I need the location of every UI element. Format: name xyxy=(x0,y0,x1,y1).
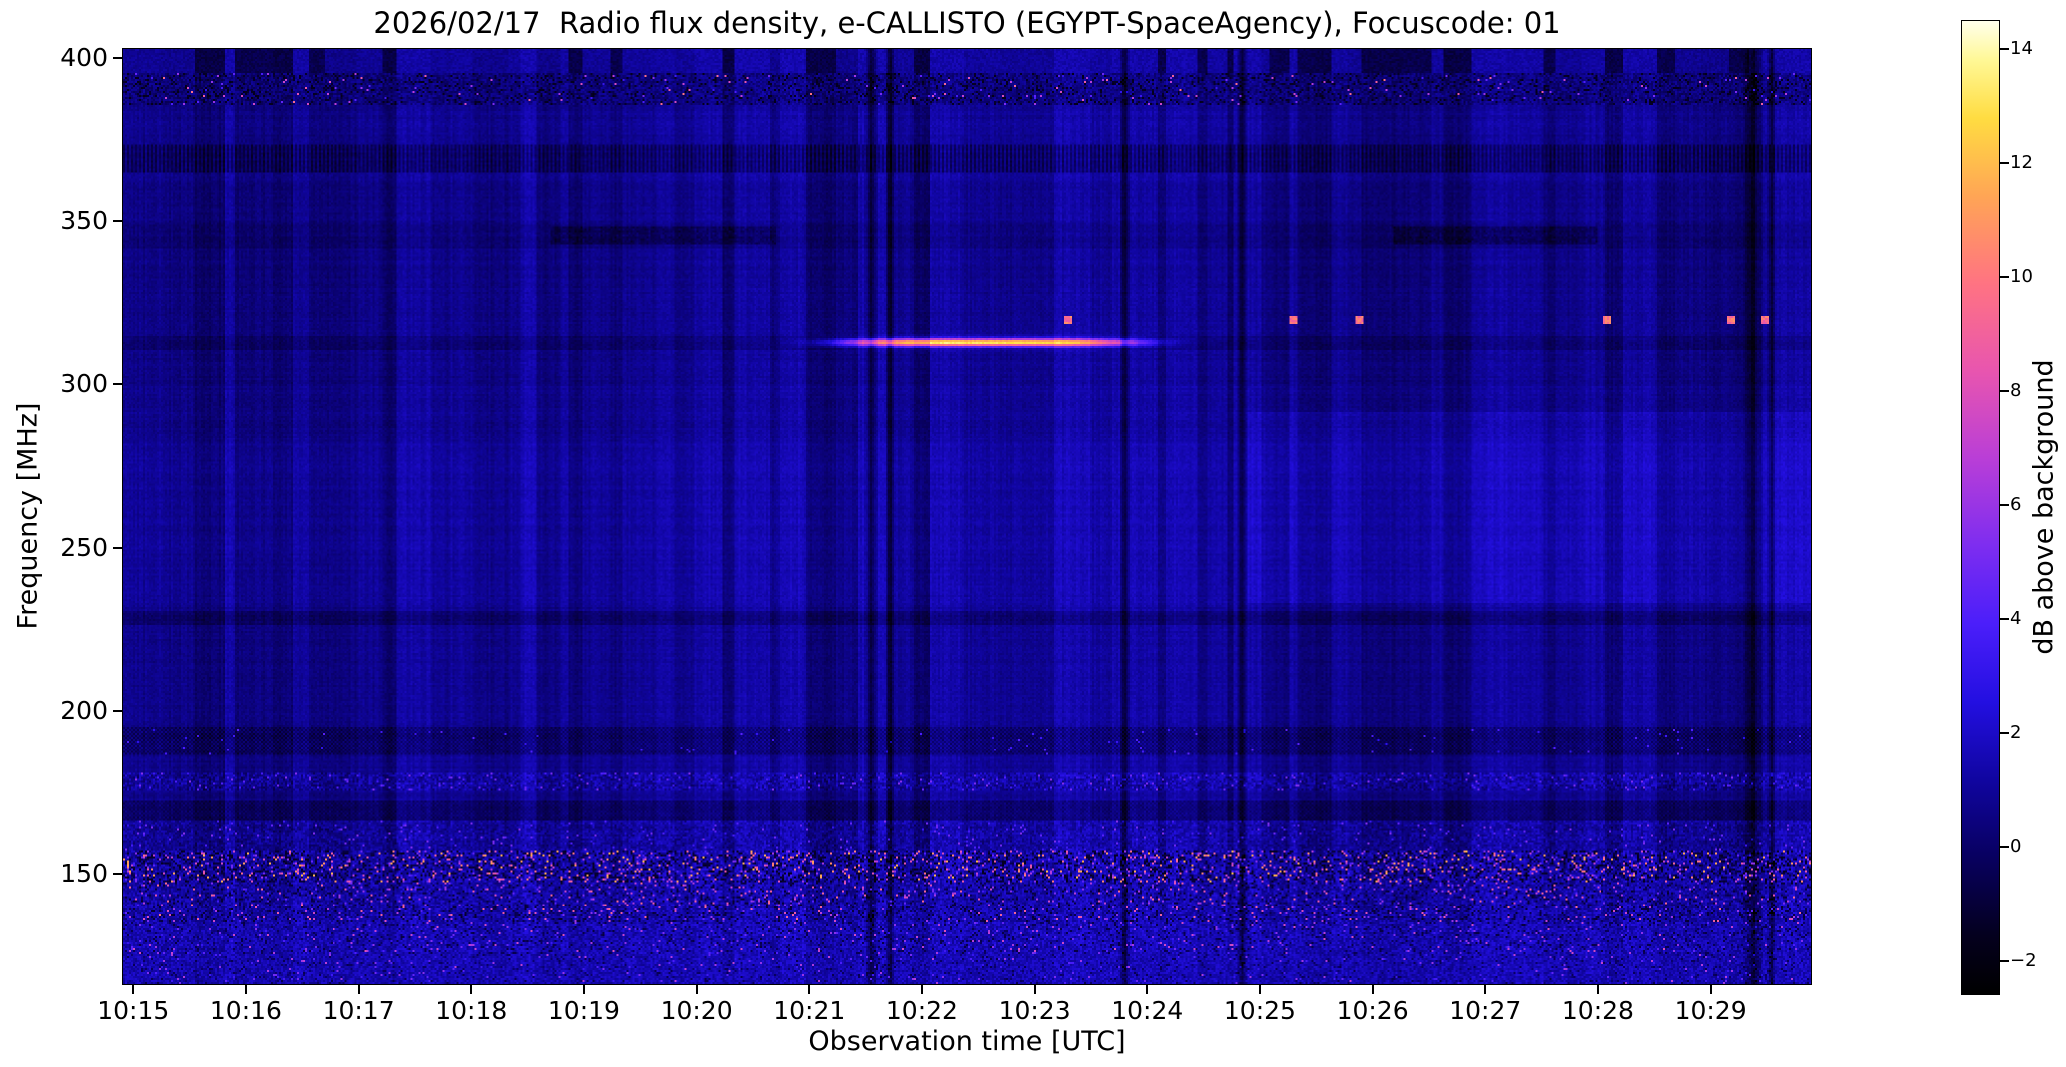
x-tick-mark xyxy=(1596,985,1599,994)
x-tick-mark xyxy=(1709,985,1712,994)
y-tick-mark xyxy=(113,872,122,875)
colorbar-tick-mark xyxy=(2000,503,2009,506)
x-tick-mark xyxy=(808,985,811,994)
y-tick-mark xyxy=(113,546,122,549)
y-tick-mark xyxy=(113,709,122,712)
x-tick-label: 10:23 xyxy=(998,996,1071,1025)
colorbar-tick-label: 6 xyxy=(2010,493,2022,515)
colorbar-tick-mark xyxy=(2000,47,2009,50)
colorbar-tick-label: 0 xyxy=(2010,835,2022,857)
x-tick-mark xyxy=(1258,985,1261,994)
y-tick-label: 350 xyxy=(60,206,108,236)
x-tick-label: 10:24 xyxy=(1111,996,1184,1025)
x-tick-label: 10:16 xyxy=(209,996,282,1025)
colorbar xyxy=(1961,20,2000,995)
colorbar-gradient xyxy=(1962,21,1999,994)
colorbar-tick-mark xyxy=(2000,845,2009,848)
colorbar-tick-label: 4 xyxy=(2010,607,2022,629)
colorbar-tick-label: 12 xyxy=(2010,151,2033,173)
spectrogram-canvas xyxy=(123,49,1811,984)
colorbar-tick-mark xyxy=(2000,959,2009,962)
x-tick-label: 10:21 xyxy=(773,996,846,1025)
colorbar-tick-label: −2 xyxy=(2010,949,2037,971)
colorbar-tick-mark xyxy=(2000,161,2009,164)
colorbar-tick-label: 8 xyxy=(2010,379,2022,401)
y-tick-label: 150 xyxy=(60,858,108,888)
x-tick-mark xyxy=(1146,985,1149,994)
colorbar-tick-mark xyxy=(2000,731,2009,734)
x-tick-mark xyxy=(357,985,360,994)
x-tick-label: 10:19 xyxy=(547,996,620,1025)
x-tick-label: 10:28 xyxy=(1561,996,1634,1025)
x-tick-mark xyxy=(582,985,585,994)
colorbar-tick-mark xyxy=(2000,389,2009,392)
x-tick-label: 10:17 xyxy=(322,996,395,1025)
x-tick-mark xyxy=(470,985,473,994)
colorbar-tick-label: 14 xyxy=(2010,37,2033,59)
colorbar-tick-label: 10 xyxy=(2010,265,2033,287)
y-tick-mark xyxy=(113,220,122,223)
y-tick-mark xyxy=(113,383,122,386)
colorbar-tick-mark xyxy=(2000,617,2009,620)
colorbar-tick-label: 2 xyxy=(2010,721,2022,743)
y-axis-label: Frequency [MHz] xyxy=(12,402,44,630)
x-tick-label: 10:18 xyxy=(435,996,508,1025)
y-tick-label: 300 xyxy=(60,369,108,399)
x-tick-mark xyxy=(695,985,698,994)
x-tick-label: 10:29 xyxy=(1674,996,1747,1025)
y-tick-label: 400 xyxy=(60,42,108,72)
x-tick-label: 10:27 xyxy=(1449,996,1522,1025)
x-tick-mark xyxy=(920,985,923,994)
x-tick-label: 10:15 xyxy=(97,996,170,1025)
x-tick-label: 10:22 xyxy=(885,996,958,1025)
y-tick-label: 250 xyxy=(60,532,108,562)
x-axis-label: Observation time [UTC] xyxy=(808,1026,1126,1057)
plot-title: 2026/02/17 Radio flux density, e-CALLIST… xyxy=(373,6,1561,40)
y-tick-label: 200 xyxy=(60,695,108,725)
colorbar-label: dB above background xyxy=(2028,359,2060,655)
x-tick-label: 10:25 xyxy=(1223,996,1296,1025)
x-tick-mark xyxy=(1371,985,1374,994)
x-tick-label: 10:26 xyxy=(1336,996,1409,1025)
x-tick-label: 10:20 xyxy=(660,996,733,1025)
x-tick-mark xyxy=(244,985,247,994)
spectrogram-plot xyxy=(122,48,1812,985)
y-tick-mark xyxy=(113,56,122,59)
x-tick-mark xyxy=(1033,985,1036,994)
colorbar-tick-mark xyxy=(2000,275,2009,278)
x-tick-mark xyxy=(1484,985,1487,994)
x-tick-mark xyxy=(132,985,135,994)
